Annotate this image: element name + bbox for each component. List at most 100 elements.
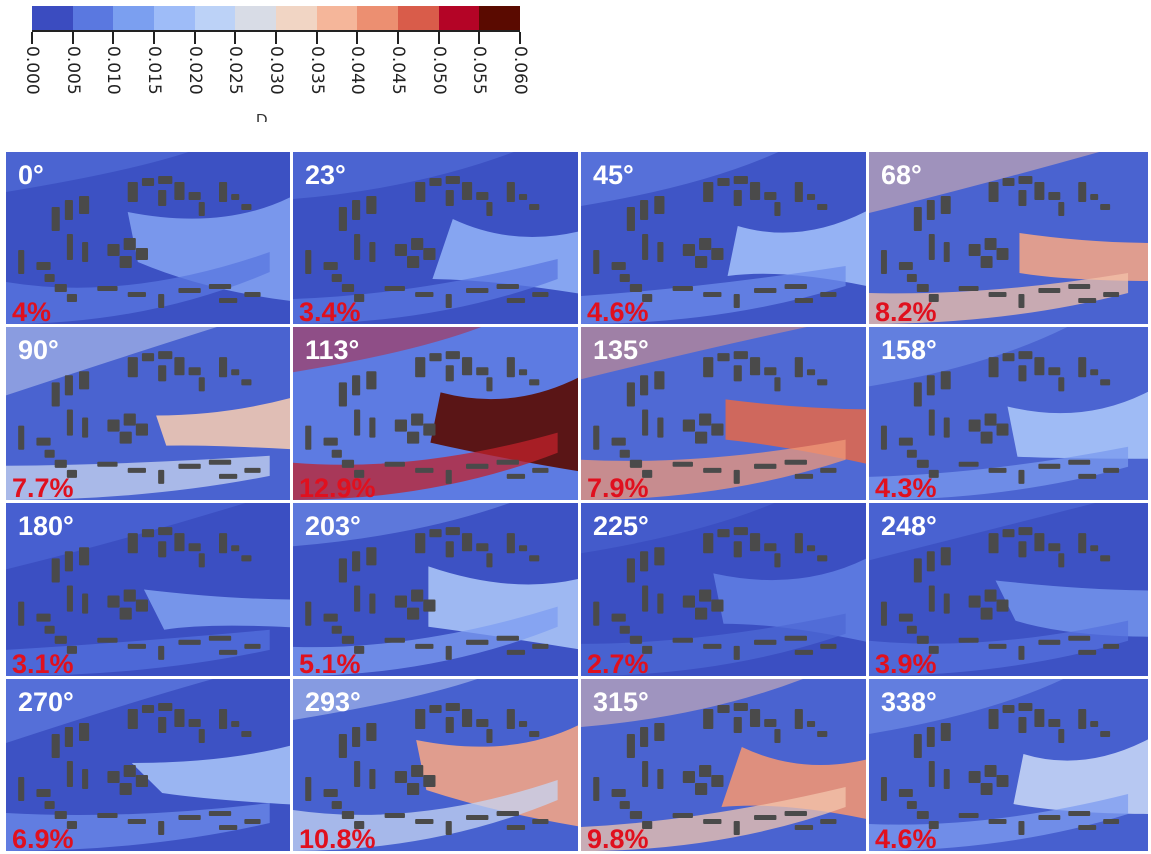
wind-angle-label: 45° (593, 160, 634, 190)
building-footprint (672, 637, 693, 643)
building-footprint (906, 274, 917, 282)
building-footprint (461, 357, 473, 376)
velocity-field (869, 679, 1148, 851)
building-footprint (695, 783, 708, 795)
frequency-percent-label: 2.7% (587, 649, 649, 679)
building-footprint (642, 234, 649, 260)
colorbar (32, 6, 521, 30)
frequency-percent-label: 5.1% (299, 649, 361, 679)
wind-angle-label: 293° (305, 687, 361, 717)
building-footprint (764, 192, 777, 200)
building-footprint (774, 377, 781, 392)
building-footprint (654, 547, 665, 566)
building-footprint (123, 765, 136, 777)
building-footprint (817, 731, 828, 737)
wind-angle-label: 90° (18, 335, 59, 365)
wake-region (869, 503, 1096, 561)
building-footprint (794, 649, 814, 655)
building-footprint (703, 182, 714, 202)
building-footprint (940, 196, 951, 214)
building-footprint (51, 734, 60, 758)
building-footprint (123, 413, 136, 426)
building-footprint (943, 242, 950, 262)
building-footprint (1018, 527, 1033, 536)
building-footprint (703, 467, 722, 473)
building-footprint (366, 723, 377, 741)
building-footprint (1058, 377, 1065, 392)
building-footprint (717, 178, 730, 186)
wind-panel: 338° 4.6% (869, 679, 1151, 854)
building-footprint (54, 811, 67, 819)
building-footprint (445, 351, 460, 360)
building-footprint (518, 369, 528, 376)
building-footprint (411, 765, 424, 777)
building-footprint (415, 819, 434, 824)
frequency-percent-label: 6.9% (12, 824, 74, 854)
building-footprint (880, 250, 887, 274)
building-footprint (943, 593, 950, 614)
building-footprint (806, 721, 816, 727)
building-footprint (158, 294, 165, 308)
building-footprint (407, 431, 420, 444)
building-footprint (593, 250, 600, 274)
building-footprint (1078, 473, 1097, 479)
wind-direction-panel-grid: 0° 4% 23° 3.4% 45° 4.6% 68° 8.2% 90° 7.7% 113° 12.9… (6, 152, 1151, 854)
building-footprint (231, 194, 240, 200)
building-footprint (158, 351, 173, 360)
building-footprint (486, 202, 493, 216)
wind-panel: 90° 7.7% (6, 327, 293, 503)
building-footprint (640, 727, 649, 747)
building-footprint (208, 811, 232, 816)
building-footprint (940, 723, 951, 741)
building-footprint (1068, 811, 1091, 816)
building-footprint (1034, 709, 1045, 727)
building-footprint (1078, 298, 1097, 303)
building-footprint (54, 635, 67, 644)
building-footprint (1090, 194, 1099, 200)
building-footprint (733, 541, 742, 558)
building-footprint (341, 284, 355, 292)
colorbar-tick-label: 0.030 (266, 46, 286, 95)
building-footprint (642, 645, 653, 654)
building-footprint (244, 819, 261, 824)
building-footprint (188, 543, 201, 552)
building-footprint (703, 819, 722, 824)
building-footprint (916, 811, 929, 819)
building-footprint (127, 182, 138, 202)
building-footprint (394, 595, 407, 608)
building-footprint (331, 274, 342, 282)
building-footprint (518, 721, 528, 727)
building-footprint (354, 645, 365, 654)
building-footprint (733, 645, 740, 660)
building-footprint (506, 182, 515, 202)
building-footprint (806, 369, 816, 376)
building-footprint (445, 190, 454, 206)
building-footprint (135, 775, 148, 787)
building-footprint (107, 244, 120, 256)
building-footprint (1018, 469, 1025, 484)
colorbar-tick-label: 0.025 (225, 46, 246, 95)
building-footprint (394, 771, 407, 783)
building-footprint (611, 262, 626, 270)
wind-panel: 135° 7.9% (581, 327, 869, 503)
velocity-field (293, 503, 578, 676)
building-footprint (231, 545, 240, 552)
building-footprint (354, 585, 361, 612)
building-footprint (219, 825, 238, 830)
building-footprint (407, 256, 420, 268)
velocity-field (6, 503, 290, 676)
velocity-field (293, 152, 578, 324)
building-footprint (506, 473, 526, 479)
building-footprint (1068, 635, 1091, 641)
building-footprint (241, 379, 252, 386)
wake-region (869, 273, 1129, 324)
building-footprint (913, 207, 922, 231)
building-footprint (749, 357, 761, 376)
colorbar-tick (315, 32, 318, 44)
building-footprint (593, 425, 600, 450)
building-footprint (754, 639, 777, 645)
building-footprint (445, 527, 460, 536)
building-footprint (518, 194, 528, 200)
wind-angle-label: 338° (881, 687, 937, 717)
building-footprint (219, 709, 228, 729)
